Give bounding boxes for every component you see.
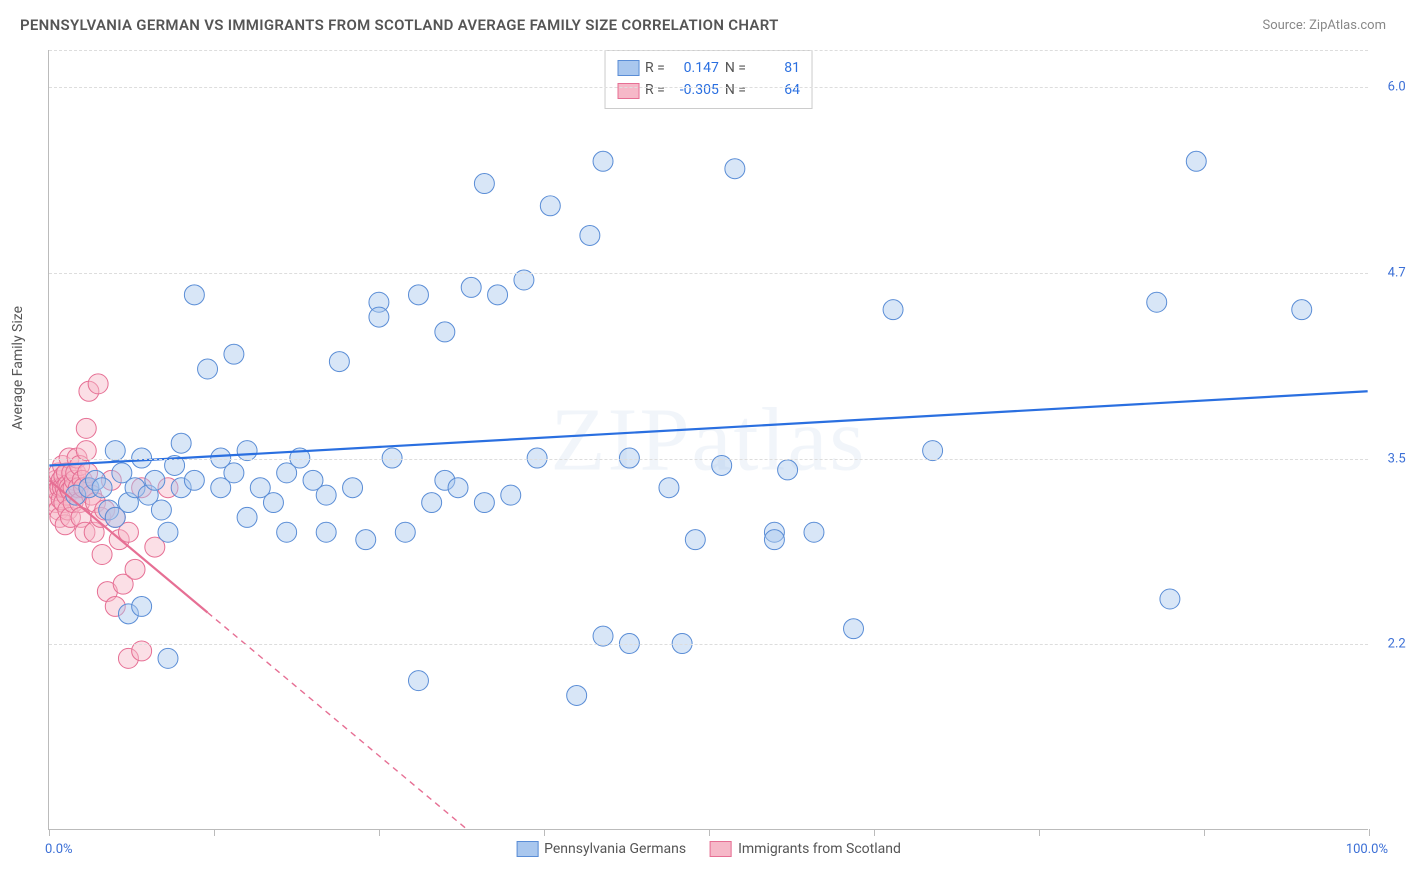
n-value-0: 81	[752, 57, 800, 79]
ytick-label: 4.75	[1388, 265, 1406, 280]
x-max-label: 100.0%	[1346, 842, 1388, 857]
scatter-point	[151, 500, 171, 520]
scatter-point	[567, 685, 587, 705]
scatter-svg-layer	[49, 50, 1368, 829]
scatter-point	[474, 174, 494, 194]
bottom-legend: Pennsylvania Germans Immigrants from Sco…	[516, 841, 901, 857]
scatter-point	[408, 671, 428, 691]
swatch-series-1	[617, 83, 639, 99]
scatter-point	[158, 648, 178, 668]
gridline	[49, 87, 1368, 88]
r-value-1: -0.305	[671, 79, 719, 101]
scatter-point	[198, 359, 218, 379]
n-label-1: N =	[725, 79, 746, 101]
plot-area: ZIPatlas R = 0.147 N = 81 R = -0.305 N =…	[48, 50, 1368, 830]
ytick-label: 3.50	[1388, 451, 1406, 466]
n-label-0: N =	[725, 57, 746, 79]
scatter-point	[125, 559, 145, 579]
scatter-point	[883, 300, 903, 320]
scatter-point	[1186, 151, 1206, 171]
chart-title: PENNSYLVANIA GERMAN VS IMMIGRANTS FROM S…	[20, 16, 779, 34]
scatter-point	[184, 470, 204, 490]
scatter-point	[659, 478, 679, 498]
stats-row-series-1: R = -0.305 N = 64	[617, 79, 800, 101]
r-label-1: R =	[645, 79, 665, 101]
legend-swatch-1	[710, 841, 732, 857]
trend-line	[49, 391, 1367, 465]
xtick	[544, 829, 545, 836]
y-axis-label: Average Family Size	[10, 306, 26, 430]
scatter-point	[764, 530, 784, 550]
scatter-point	[1292, 300, 1312, 320]
scatter-point	[88, 374, 108, 394]
legend-item-1: Immigrants from Scotland	[710, 841, 901, 857]
scatter-point	[316, 485, 336, 505]
chart-source: Source: ZipAtlas.com	[1262, 18, 1386, 33]
scatter-point	[92, 545, 112, 565]
scatter-point	[1147, 292, 1167, 312]
scatter-point	[804, 522, 824, 542]
scatter-point	[461, 277, 481, 297]
gridline	[49, 273, 1368, 274]
scatter-point	[356, 530, 376, 550]
n-value-1: 64	[752, 79, 800, 101]
ytick-label: 2.25	[1388, 637, 1406, 652]
scatter-point	[501, 485, 521, 505]
scatter-point	[422, 493, 442, 513]
x-min-label: 0.0%	[45, 842, 73, 857]
gridline	[49, 459, 1368, 460]
scatter-point	[778, 460, 798, 480]
scatter-point	[224, 344, 244, 364]
xtick	[709, 829, 710, 836]
scatter-point	[395, 522, 415, 542]
xtick	[1369, 829, 1370, 836]
scatter-point	[725, 159, 745, 179]
xtick	[1039, 829, 1040, 836]
scatter-point	[540, 196, 560, 216]
scatter-point	[237, 507, 257, 527]
scatter-point	[593, 626, 613, 646]
swatch-series-0	[617, 60, 639, 76]
scatter-point	[593, 151, 613, 171]
scatter-point	[92, 478, 112, 498]
scatter-point	[435, 322, 455, 342]
scatter-point	[408, 285, 428, 305]
r-value-0: 0.147	[671, 57, 719, 79]
legend-label-1: Immigrants from Scotland	[738, 841, 901, 857]
scatter-point	[132, 596, 152, 616]
xtick	[1204, 829, 1205, 836]
scatter-point	[263, 493, 283, 513]
xtick	[379, 829, 380, 836]
stats-row-series-0: R = 0.147 N = 81	[617, 57, 800, 79]
xtick	[874, 829, 875, 836]
r-label-0: R =	[645, 57, 665, 79]
scatter-point	[277, 522, 297, 542]
scatter-point	[343, 478, 363, 498]
scatter-point	[1160, 589, 1180, 609]
xtick	[49, 829, 50, 836]
scatter-point	[488, 285, 508, 305]
scatter-point	[329, 352, 349, 372]
scatter-point	[474, 493, 494, 513]
legend-item-0: Pennsylvania Germans	[516, 841, 686, 857]
gridline	[49, 50, 1368, 51]
gridline	[49, 644, 1368, 645]
scatter-point	[685, 530, 705, 550]
scatter-point	[171, 433, 191, 453]
ytick-label: 6.00	[1388, 80, 1406, 95]
scatter-point	[369, 307, 389, 327]
scatter-point	[145, 470, 165, 490]
xtick	[214, 829, 215, 836]
legend-label-0: Pennsylvania Germans	[544, 841, 686, 857]
legend-swatch-0	[516, 841, 538, 857]
scatter-point	[184, 285, 204, 305]
scatter-point	[316, 522, 336, 542]
scatter-point	[448, 478, 468, 498]
scatter-point	[580, 225, 600, 245]
stats-legend-box: R = 0.147 N = 81 R = -0.305 N = 64	[604, 50, 813, 109]
scatter-point	[76, 418, 96, 438]
scatter-point	[158, 522, 178, 542]
scatter-point	[224, 463, 244, 483]
scatter-point	[844, 619, 864, 639]
